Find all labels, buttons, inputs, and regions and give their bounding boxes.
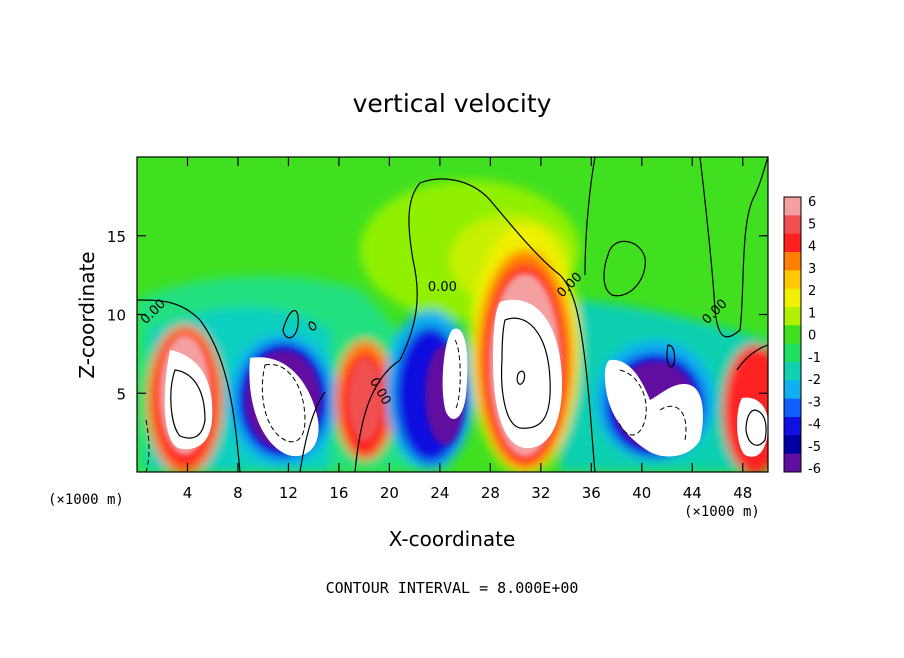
colorbar-label: -5 (808, 440, 821, 455)
colorbar-swatch (784, 288, 801, 308)
x-tick-label: 32 (531, 484, 550, 502)
x-axis: 4 8 12 16 20 24 28 32 36 40 44 48 (183, 157, 752, 502)
x-tick-label: 20 (380, 484, 399, 502)
x-tick-label: 4 (183, 484, 193, 502)
x-tick-label: 28 (481, 484, 500, 502)
colorbar-swatch (784, 270, 801, 290)
contour-interval-note: CONTOUR INTERVAL = 8.000E+00 (326, 579, 579, 597)
colorbar-swatch (784, 307, 801, 326)
colorbar-label: -3 (808, 395, 821, 410)
colorbar-frame (783, 196, 802, 473)
colorbar-swatch (784, 398, 801, 418)
contour-label: 0.00 (428, 280, 457, 295)
colorbar-label: 4 (808, 240, 816, 255)
x-tick-label: 48 (733, 484, 752, 502)
x-axis-label: X-coordinate (389, 527, 516, 551)
y-tick-label: 10 (107, 307, 126, 325)
colorbar-label: -1 (808, 351, 821, 366)
colorbar-swatch (784, 380, 801, 400)
x-unit-right: (×1000 m) (684, 504, 760, 520)
x-tick-label: 44 (683, 484, 702, 502)
colorbar-label: 6 (808, 195, 816, 210)
colorbar-swatch (784, 362, 801, 381)
colorbar-label: 0 (808, 329, 816, 344)
colorbar-label: -4 (808, 418, 821, 433)
x-tick-label: 12 (279, 484, 298, 502)
x-tick-label: 40 (632, 484, 651, 502)
colorbar-label: 3 (808, 262, 816, 277)
x-tick-label: 8 (233, 484, 243, 502)
y-axis: 5 10 15 (107, 228, 768, 403)
colorbar-swatch (784, 325, 801, 345)
x-tick-label: 24 (430, 484, 449, 502)
colorbar-label: 2 (808, 284, 816, 299)
colorbar-swatch (784, 233, 801, 253)
colorbar-swatch (784, 417, 801, 436)
colorbar-label: 5 (808, 217, 816, 232)
x-unit-left: (×1000 m) (48, 492, 124, 508)
colorbar: 6 5 4 3 2 1 0 -1 -2 -3 -4 -5 -6 (783, 195, 821, 477)
y-tick-label: 15 (107, 228, 126, 246)
colorbar-swatch (784, 435, 801, 455)
colorbar-label: -6 (808, 462, 821, 477)
colorbar-swatch (784, 215, 801, 235)
colorbar-label: 1 (808, 306, 816, 321)
velocity-field: 0.000.000.00 0.000.00 (137, 157, 768, 472)
y-axis-label: Z-coordinate (75, 251, 99, 378)
colorbar-swatch (784, 252, 801, 271)
x-tick-label: 16 (329, 484, 348, 502)
x-tick-label: 36 (582, 484, 601, 502)
colorbar-swatch (784, 197, 801, 216)
colorbar-swatch (784, 453, 801, 473)
y-tick-label: 5 (116, 385, 126, 403)
chart-title: vertical velocity (353, 89, 552, 118)
colorbar-label: -2 (808, 373, 821, 388)
colorbar-swatch (784, 343, 801, 363)
